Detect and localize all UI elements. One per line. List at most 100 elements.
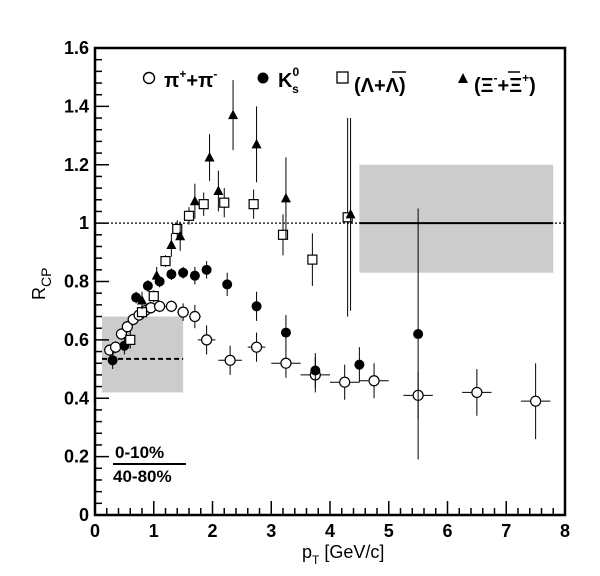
point-2-5 — [183, 207, 195, 225]
marker-open-square — [172, 223, 183, 235]
legend-marker-pions — [142, 71, 156, 85]
axis-ticks — [94, 47, 566, 516]
point-3-10 — [345, 118, 356, 311]
marker-open-square — [219, 197, 230, 208]
axis-tick-labels: 0 1 2 3 4 5 6 7 8 0 0.2 0.4 0.6 0.8 1 1.2 1.4 1.6 — [64, 38, 570, 541]
marker-open-circle — [201, 334, 213, 346]
marker-open-square — [307, 254, 318, 265]
marker-open-circle — [224, 354, 236, 366]
x-tick-label: 5 — [384, 521, 394, 541]
marker-filled-circle — [310, 365, 321, 376]
point-0-14 — [247, 332, 266, 362]
marker-filled-triangle — [151, 270, 162, 280]
point-3-1 — [151, 266, 162, 285]
marker-filled-triangle — [213, 185, 224, 196]
point-2-2 — [148, 290, 159, 302]
point-3-5 — [204, 134, 215, 181]
y-tick-label: 1 — [79, 213, 89, 233]
marker-filled-circle — [222, 279, 233, 290]
marker-open-circle — [165, 300, 177, 312]
point-0-18 — [359, 363, 389, 399]
point-0-10 — [177, 303, 189, 321]
marker-open-square — [277, 229, 289, 240]
point-0-13 — [218, 345, 242, 375]
legend-marker-lambda — [336, 71, 349, 84]
marker-open-circle — [109, 341, 122, 353]
marker-open-circle — [530, 395, 542, 407]
marker-filled-circle — [251, 301, 262, 312]
point-1-14 — [413, 208, 424, 460]
legend-label-kaons: K0 s — [278, 65, 299, 96]
point-1-13 — [354, 347, 365, 383]
point-3-3 — [175, 221, 186, 251]
centrality-numerator: 0-10% — [115, 443, 164, 462]
x-tick-label: 7 — [501, 521, 511, 541]
marker-open-square — [183, 210, 195, 221]
point-0-3 — [121, 320, 133, 333]
marker-filled-triangle — [280, 192, 291, 203]
y-tick-label: 0.6 — [64, 330, 89, 350]
y-tick-label: 0 — [79, 505, 89, 525]
x-tick-label: 1 — [149, 521, 159, 541]
legend-label-pions: π++π- — [164, 67, 217, 92]
point-2-7 — [219, 188, 230, 218]
series-1 — [107, 208, 424, 460]
point-3-7 — [228, 80, 239, 151]
point-3-4 — [189, 183, 200, 219]
point-1-7 — [189, 266, 200, 285]
marker-filled-triangle — [175, 230, 186, 241]
marker-filled-triangle — [251, 138, 262, 149]
data-points — [104, 80, 551, 460]
marker-open-circle — [250, 341, 263, 353]
marker-open-circle — [115, 328, 128, 340]
point-2-9 — [277, 214, 289, 256]
legend-label-xi: (Ξ-+Ξ+) — [474, 71, 536, 97]
legend-label-lambda: (Λ+Λ) — [354, 75, 406, 97]
x-tick-label: 6 — [442, 521, 452, 541]
marker-open-circle — [471, 386, 483, 399]
point-0-8 — [153, 300, 166, 313]
point-3-9 — [280, 157, 291, 240]
point-0-1 — [109, 341, 122, 354]
legend: π++π- K0 s (Λ+Λ) (Ξ-+Ξ+) — [142, 65, 536, 97]
marker-filled-triangle — [166, 239, 177, 250]
point-2-10 — [307, 233, 318, 286]
point-2-4 — [172, 220, 183, 238]
point-0-9 — [165, 300, 178, 313]
y-tick-label: 1.2 — [64, 155, 89, 175]
marker-filled-circle — [178, 267, 189, 278]
point-0-2 — [115, 328, 128, 340]
marker-filled-circle — [107, 355, 118, 366]
y-tick-label: 0.2 — [64, 447, 89, 467]
x-tick-label: 8 — [560, 521, 570, 541]
point-0-20 — [462, 369, 492, 416]
marker-filled-circle — [131, 292, 142, 303]
marker-filled-circle — [354, 359, 365, 370]
point-0-15 — [271, 348, 301, 378]
marker-open-square — [125, 334, 136, 345]
marker-filled-triangle — [204, 151, 215, 162]
marker-filled-circle — [413, 329, 424, 340]
y-tick-label: 1.6 — [64, 38, 89, 58]
marker-open-circle — [339, 376, 351, 388]
x-tick-label: 0 — [90, 521, 100, 541]
marker-open-square — [148, 290, 159, 302]
marker-open-circle — [177, 306, 189, 318]
y-tick-label: 1.4 — [64, 96, 89, 116]
marker-filled-circle — [189, 270, 200, 281]
point-2-8 — [248, 189, 259, 219]
point-1-6 — [178, 266, 189, 279]
marker-open-circle — [154, 300, 166, 312]
marker-open-circle — [368, 375, 380, 387]
x-tick-label: 4 — [325, 521, 335, 541]
point-0-11 — [189, 304, 201, 329]
y-tick-label: 0.4 — [64, 388, 89, 408]
point-3-2 — [166, 233, 177, 257]
legend-marker-xi — [458, 73, 468, 83]
marker-open-circle — [280, 357, 292, 369]
systematic-band-0 — [359, 164, 554, 273]
point-2-0 — [125, 331, 136, 349]
marker-filled-circle — [142, 280, 153, 291]
marker-filled-triangle — [345, 208, 356, 219]
